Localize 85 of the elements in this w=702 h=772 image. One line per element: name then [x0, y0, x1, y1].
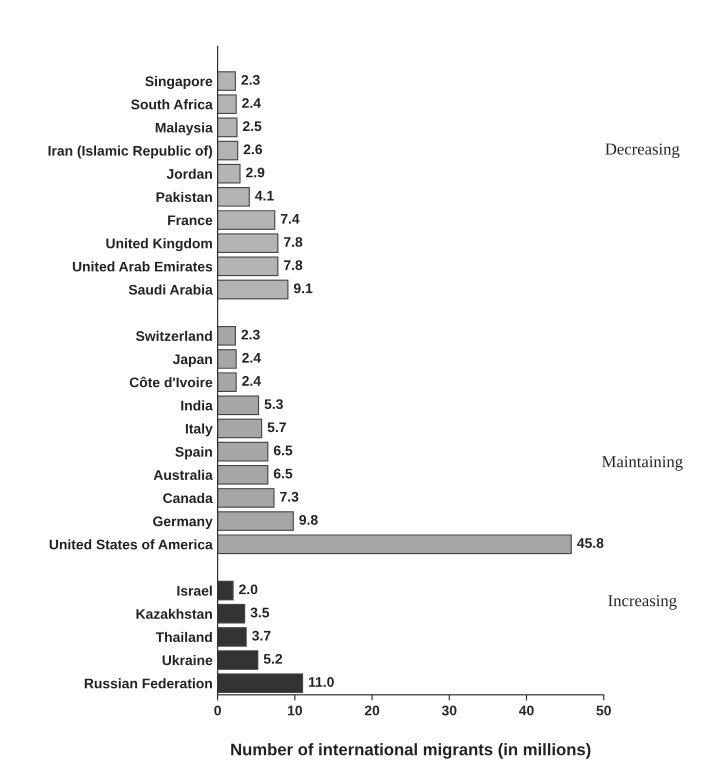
bar	[218, 94, 237, 114]
data-label: 4.1	[255, 190, 274, 200]
bar	[218, 280, 288, 300]
data-label: 2.3	[241, 74, 260, 85]
data-label: 11.0	[308, 677, 334, 687]
data-label: 5.2	[264, 654, 282, 664]
bar	[218, 210, 276, 230]
bar	[218, 604, 246, 624]
y-tick-label: Kazakhstan	[136, 608, 212, 619]
y-tick-label: Canada	[163, 492, 213, 504]
y-tick-label: Germany	[153, 516, 213, 530]
bar	[218, 395, 260, 416]
data-label: 9.1	[294, 283, 312, 294]
y-tick-label: Switzerland	[136, 330, 212, 341]
data-label: 6.5	[274, 446, 292, 456]
y-tick-label: Saudi Arabia	[128, 284, 213, 295]
bar	[218, 256, 278, 276]
bar	[218, 464, 268, 485]
x-tick-label: 30	[442, 706, 456, 716]
y-tick-label: Japan	[172, 354, 212, 367]
y-tick-label: United States of America	[50, 539, 213, 550]
bar	[218, 627, 247, 647]
x-tick-label: 10	[288, 706, 302, 716]
bar	[218, 187, 250, 207]
bar	[218, 488, 275, 508]
y-tick-label: Jordan	[166, 168, 212, 179]
bar	[218, 650, 258, 670]
y-tick-label: Côte d'Ivoire	[130, 376, 212, 388]
x-tick-label: 50	[596, 706, 611, 716]
data-label: 3.5	[250, 608, 270, 618]
data-label: 6.5	[274, 468, 292, 479]
data-label: 5.7	[268, 422, 286, 432]
bar	[218, 71, 236, 91]
x-tick-label: 20	[364, 706, 380, 716]
data-label: 2.6	[244, 144, 262, 154]
y-tick-label: United Kingdom	[106, 238, 212, 252]
bar	[218, 233, 278, 253]
data-label: 7.8	[284, 260, 302, 270]
bar	[218, 534, 572, 554]
data-label: 2.3	[241, 330, 260, 340]
y-tick-label: Italy	[186, 423, 213, 436]
text: Increasing	[608, 595, 677, 610]
data-label: 7.8	[284, 237, 302, 247]
x-tick-label: 0	[214, 706, 221, 716]
data-label: 7.3	[280, 492, 298, 502]
bar	[218, 349, 237, 369]
bar	[218, 140, 238, 160]
x-axis-title: Number of international migrants (in millions)	[231, 743, 590, 759]
data-label: 2.9	[246, 168, 264, 178]
data-label: 2.4	[242, 352, 261, 363]
bar	[218, 372, 237, 392]
y-tick-label: Australia	[154, 470, 213, 480]
data-label: 3.7	[252, 630, 270, 641]
bar	[218, 118, 238, 138]
bar	[218, 580, 234, 600]
y-tick-label: Israel	[177, 586, 212, 596]
bar	[218, 442, 268, 462]
y-tick-label: Singapore	[145, 76, 212, 90]
y-tick-label: South Africa	[131, 99, 213, 110]
data-label: 2.4	[242, 98, 261, 108]
data-label: 45.8	[577, 538, 604, 548]
y-tick-label: Ukraine	[162, 655, 212, 666]
bar	[218, 673, 304, 694]
data-label: 7.4	[280, 214, 300, 224]
y-tick-label: Spain	[175, 446, 212, 460]
bar	[218, 164, 241, 184]
data-label: 9.8	[299, 514, 318, 525]
annotation: Maintaining	[602, 456, 683, 471]
y-tick-label: India	[181, 400, 213, 410]
y-tick-label: United Arab Emirates	[72, 261, 212, 272]
y-tick-label: France	[168, 215, 212, 226]
x-tick-label: 40	[518, 706, 534, 716]
text: Decreasing	[605, 143, 680, 158]
y-tick-label: Malaysia	[156, 122, 213, 136]
data-label: 5.3	[264, 399, 283, 410]
bar	[218, 418, 262, 438]
y-tick-label: Iran (Islamic Republic of)	[48, 146, 212, 158]
data-label: 2.4	[242, 376, 261, 386]
y-tick-label: Thailand	[156, 632, 212, 642]
bar	[218, 326, 236, 346]
bar	[218, 511, 294, 531]
data-label: 2.5	[242, 121, 262, 132]
data-label: 2.0	[239, 584, 258, 594]
y-tick-label: Russian Federation	[84, 678, 212, 688]
y-tick-label: Pakistan	[156, 192, 212, 202]
